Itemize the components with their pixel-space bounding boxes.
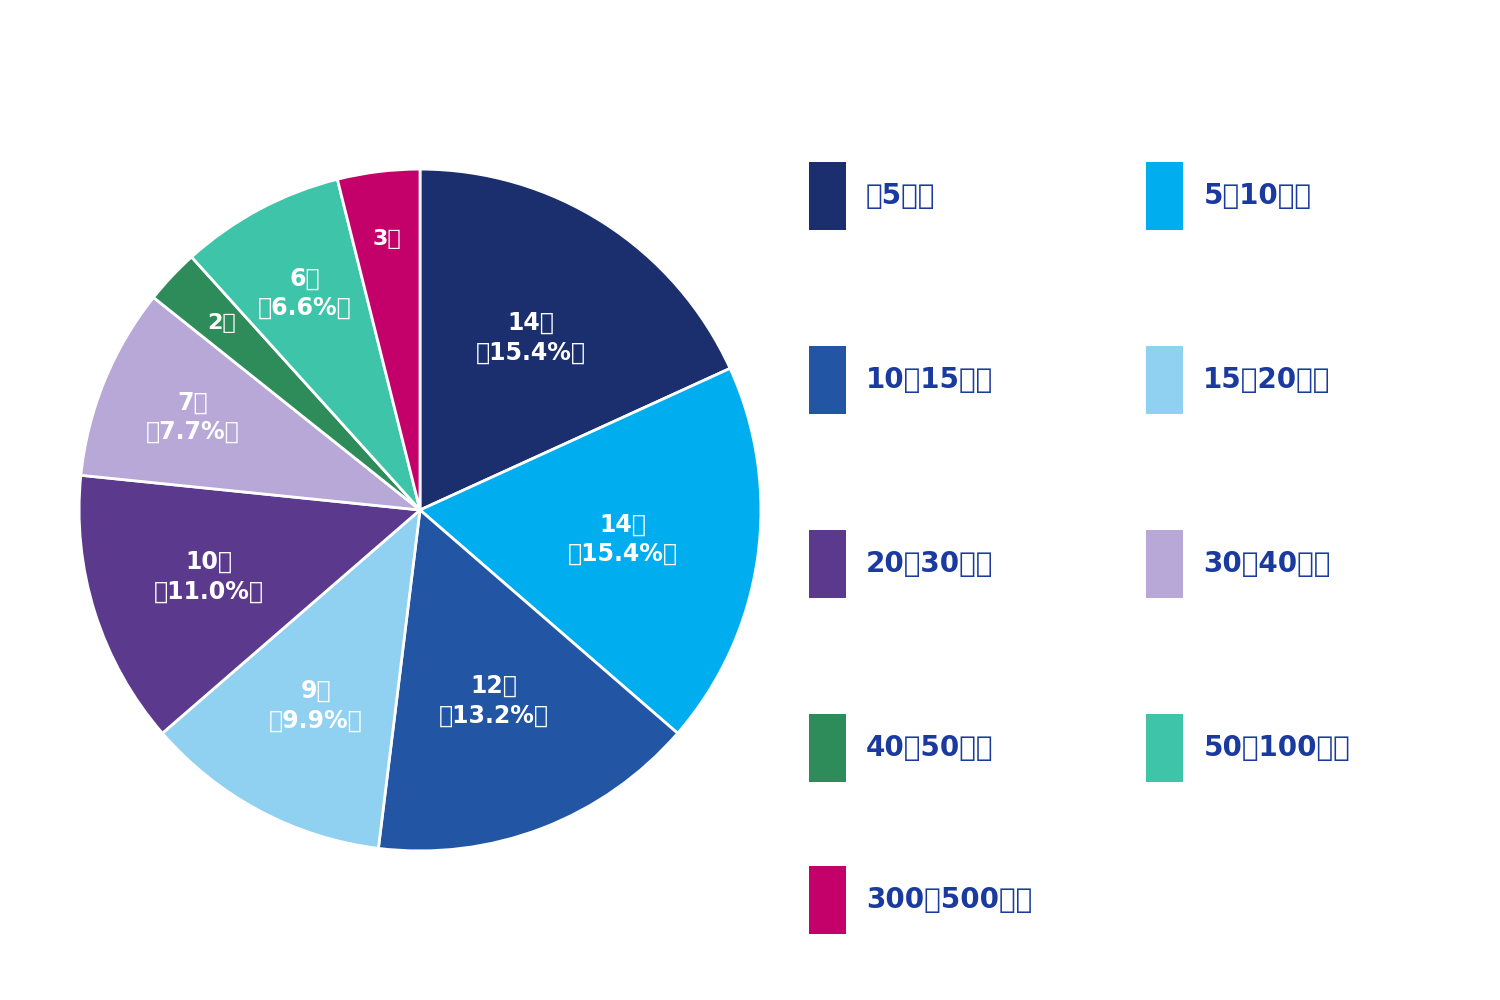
FancyBboxPatch shape (808, 714, 846, 782)
Text: ～5億円: ～5億円 (865, 182, 936, 210)
Text: 2社: 2社 (207, 313, 236, 333)
Text: 14社
（15.4%）: 14社 （15.4%） (476, 311, 585, 365)
Text: 40～50億円: 40～50億円 (865, 734, 993, 762)
Wedge shape (162, 510, 420, 848)
Wedge shape (420, 368, 760, 733)
Text: 10～15億円: 10～15億円 (865, 366, 993, 394)
Text: 50～100億円: 50～100億円 (1203, 734, 1350, 762)
Wedge shape (81, 297, 420, 510)
Wedge shape (420, 169, 730, 510)
Text: 6社
（6.6%）: 6社 （6.6%） (258, 267, 351, 320)
Text: 14社
（15.4%）: 14社 （15.4%） (567, 512, 678, 566)
Text: 5～10億円: 5～10億円 (1203, 182, 1311, 210)
FancyBboxPatch shape (808, 346, 846, 414)
Text: 9社
（9.9%）: 9社 （9.9%） (268, 679, 363, 732)
FancyBboxPatch shape (1146, 530, 1184, 598)
Text: 10社
（11.0%）: 10社 （11.0%） (153, 550, 264, 604)
Wedge shape (80, 475, 420, 733)
FancyBboxPatch shape (808, 530, 846, 598)
Text: 12社
（13.2%）: 12社 （13.2%） (438, 674, 549, 728)
Text: 300～500億円: 300～500億円 (865, 886, 1032, 914)
Text: 7社
（7.7%）: 7社 （7.7%） (146, 390, 240, 444)
Text: 15～20億円: 15～20億円 (1203, 366, 1330, 394)
FancyBboxPatch shape (808, 866, 846, 934)
FancyBboxPatch shape (1146, 162, 1184, 230)
FancyBboxPatch shape (1146, 714, 1184, 782)
FancyBboxPatch shape (808, 162, 846, 230)
FancyBboxPatch shape (1146, 346, 1184, 414)
Text: 20～30億円: 20～30億円 (865, 550, 993, 578)
Text: 3社: 3社 (372, 229, 400, 249)
Text: 30～40億円: 30～40億円 (1203, 550, 1330, 578)
Wedge shape (338, 169, 420, 510)
Wedge shape (153, 257, 420, 510)
Wedge shape (192, 179, 420, 510)
Wedge shape (378, 510, 678, 851)
